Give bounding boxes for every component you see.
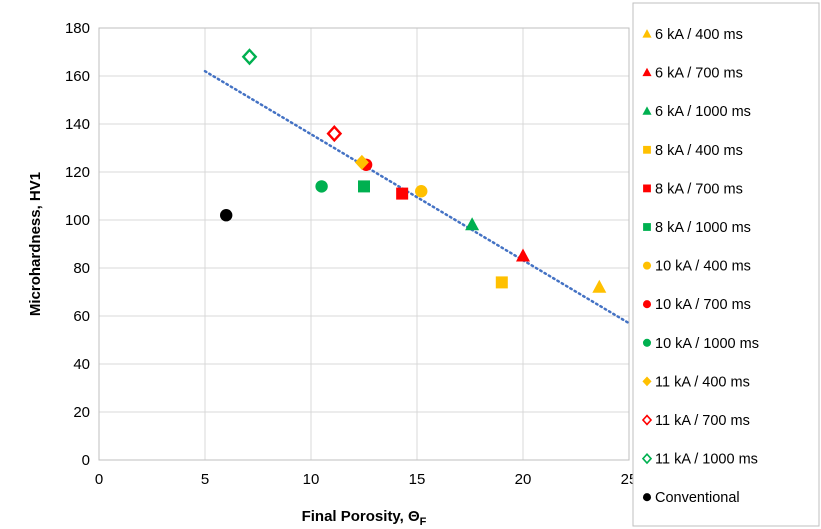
x-tick-label: 15 <box>409 471 426 488</box>
y-tick-label: 60 <box>73 308 90 325</box>
y-tick-label: 100 <box>65 212 90 229</box>
y-tick-label: 80 <box>73 260 90 277</box>
legend-item: 11 kA / 1000 ms <box>641 452 758 468</box>
legend-label: 8 kA / 700 ms <box>655 181 743 197</box>
legend-label: 8 kA / 400 ms <box>655 143 743 159</box>
legend-marker <box>643 145 651 154</box>
legend-label: 6 kA / 700 ms <box>655 66 743 82</box>
y-tick-labels: 0 20 40 60 80 100 120 140 160 180 <box>65 20 90 469</box>
legend-marker <box>642 67 652 77</box>
data-point <box>241 48 258 66</box>
legend: 6 kA / 400 ms 6 kA / 700 ms 6 kA / 1000 ms… <box>632 2 820 527</box>
legend-label: 11 kA / 700 ms <box>655 413 750 429</box>
data-point <box>326 125 343 143</box>
data-point <box>220 209 233 222</box>
x-tick-label: 10 <box>303 471 320 488</box>
legend-item: 11 kA / 400 ms <box>642 374 750 390</box>
data-point <box>465 217 480 231</box>
legend-box <box>632 2 820 527</box>
data-point <box>592 279 607 293</box>
legend-item: 8 kA / 400 ms <box>643 143 743 159</box>
legend-marker <box>642 493 652 502</box>
legend-marker <box>642 338 652 347</box>
legend-item: 10 kA / 700 ms <box>642 297 751 313</box>
legend-marker <box>642 106 652 115</box>
legend-marker <box>642 29 652 38</box>
legend-marker <box>641 452 653 465</box>
data-point <box>516 248 530 262</box>
y-axis-title: Microhardness, HV1 <box>27 172 44 316</box>
legend-label: 6 kA / 400 ms <box>655 27 743 43</box>
x-tick-label: 0 <box>95 471 103 488</box>
legend-label: 10 kA / 1000 ms <box>655 336 759 352</box>
y-tick-label: 180 <box>65 20 90 37</box>
legend-label: 10 kA / 400 ms <box>655 259 751 275</box>
data-point <box>396 187 409 200</box>
legend-marker <box>643 223 651 231</box>
legend-marker <box>641 414 653 426</box>
data-points <box>220 48 607 293</box>
legend-marker <box>642 300 652 309</box>
plot-area-border <box>98 27 630 461</box>
y-tick-label: 40 <box>73 356 90 373</box>
data-point <box>315 180 328 193</box>
x-tick-label: 5 <box>201 471 209 488</box>
gridlines <box>99 28 629 460</box>
data-point <box>495 276 508 289</box>
legend-item: 10 kA / 1000 ms <box>642 336 759 352</box>
legend-marker <box>643 184 651 193</box>
data-point <box>354 154 369 170</box>
legend-label: 11 kA / 400 ms <box>655 374 750 390</box>
legend-marker <box>642 376 652 387</box>
data-point <box>358 180 370 193</box>
legend-marker <box>642 261 652 270</box>
y-tick-label: 20 <box>73 404 90 421</box>
x-tick-label: 20 <box>515 471 532 488</box>
legend-item: 8 kA / 1000 ms <box>643 220 751 236</box>
y-tick-label: 140 <box>65 116 90 133</box>
legend-label: 11 kA / 1000 ms <box>655 452 758 468</box>
trendline <box>203 69 631 325</box>
legend-item: 6 kA / 700 ms <box>642 66 743 82</box>
legend-label: Conventional <box>655 490 740 506</box>
y-tick-label: 0 <box>82 452 90 469</box>
legend-label: 6 kA / 1000 ms <box>655 104 751 120</box>
y-tick-label: 160 <box>65 68 90 85</box>
x-axis-title: Final Porosity, ΘF <box>302 508 427 528</box>
legend-label: 8 kA / 1000 ms <box>655 220 751 236</box>
legend-label: 10 kA / 700 ms <box>655 297 751 313</box>
legend-item: 8 kA / 700 ms <box>643 181 743 197</box>
legend-item: 6 kA / 1000 ms <box>642 104 751 120</box>
legend-item: 11 kA / 700 ms <box>641 413 750 429</box>
legend-item: Conventional <box>642 490 740 506</box>
legend-item: 6 kA / 400 ms <box>642 27 743 43</box>
legend-item: 10 kA / 400 ms <box>642 259 751 275</box>
data-point <box>415 185 428 198</box>
y-tick-label: 120 <box>65 164 90 181</box>
